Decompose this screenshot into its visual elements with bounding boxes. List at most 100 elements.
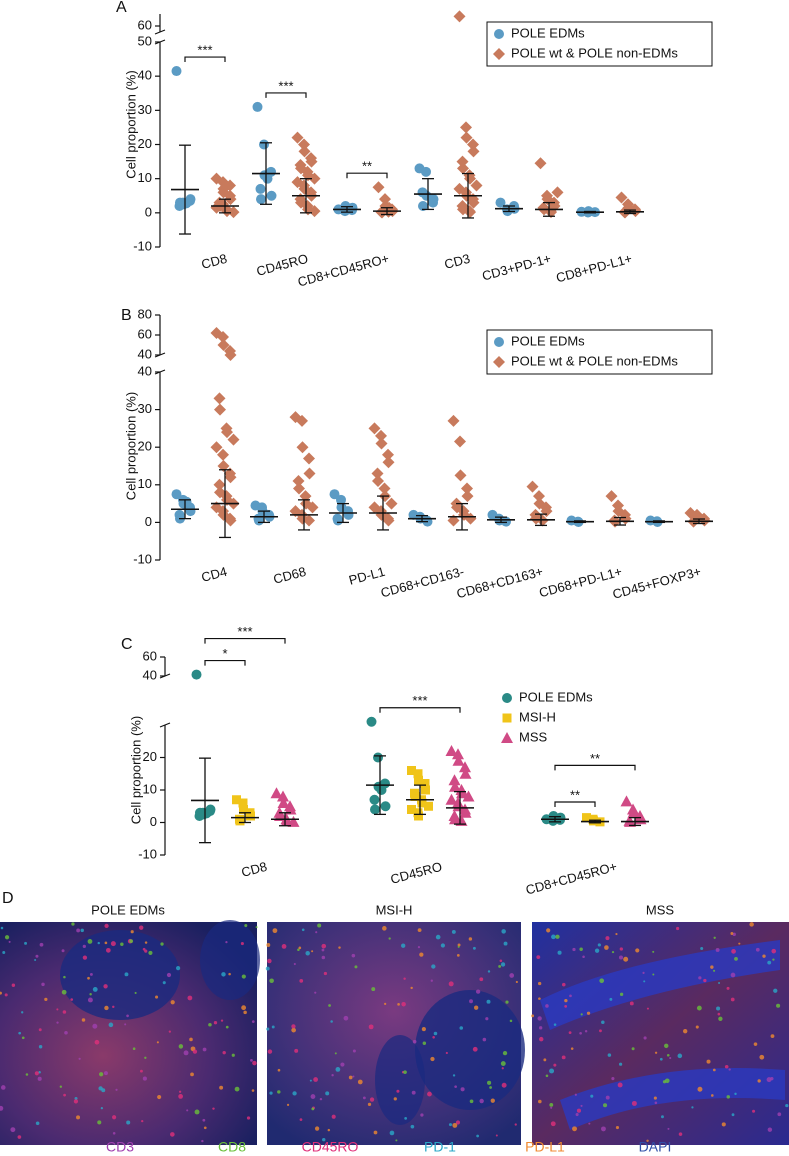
micrograph-gland: [375, 1035, 425, 1125]
point: [555, 812, 566, 823]
micrograph-cell: [321, 948, 325, 952]
micrograph-cell: [108, 1022, 114, 1028]
micrograph-cell: [619, 947, 623, 951]
micrograph-cell: [710, 965, 714, 969]
point: [227, 206, 240, 219]
micrograph-cell: [178, 1090, 182, 1093]
micrograph-cell: [579, 947, 583, 951]
x-tick-label: CD68: [272, 564, 308, 587]
point: [461, 482, 473, 495]
point: [380, 801, 391, 812]
point: [495, 197, 506, 208]
micrograph-cell: [255, 926, 258, 929]
x-tick-label: CD8+PD-L1+: [554, 251, 633, 286]
point: [494, 29, 504, 39]
micrograph-cell: [654, 1101, 658, 1105]
micrograph-cell: [62, 1010, 67, 1014]
micrograph-cell: [78, 1057, 81, 1060]
micrograph-cell: [667, 1127, 670, 1130]
micrograph-cell: [730, 932, 734, 935]
x-tick-label: CD68+CD163+: [455, 564, 545, 601]
micrograph-cell: [618, 955, 624, 960]
point: [259, 139, 269, 150]
micrograph-cell: [219, 1085, 224, 1090]
point: [298, 145, 311, 158]
micrograph-cell: [100, 1107, 104, 1110]
micrograph-cell: [297, 948, 300, 952]
significance-bracket: [554, 801, 596, 807]
point: [238, 798, 248, 808]
panel-label: C: [121, 636, 133, 653]
micrograph-cell: [661, 1115, 664, 1119]
point: [413, 769, 423, 779]
micrograph-cell: [294, 1048, 299, 1053]
point: [347, 202, 358, 213]
y-axis-label: Cell proportion (%): [123, 392, 138, 500]
significance-bracket: [346, 172, 388, 179]
micrograph-cell: [469, 1099, 474, 1104]
micrograph-cell: [352, 1075, 355, 1078]
micrograph-cell: [8, 940, 11, 943]
micrograph-cell: [767, 1127, 773, 1132]
micrograph-cell: [222, 1050, 226, 1055]
micrograph-cell: [10, 1127, 16, 1133]
point: [407, 805, 416, 814]
micrograph-cell: [373, 1130, 378, 1135]
micrograph-cell: [231, 1053, 235, 1057]
micrograph-cell: [435, 934, 441, 940]
x-tick-label: CD68+PD-L1+: [537, 564, 623, 601]
micrograph-cell: [240, 942, 244, 946]
micrograph-cell: [203, 1126, 207, 1130]
micrograph-cell: [252, 1060, 257, 1066]
micrograph-cell: [419, 952, 424, 957]
micrograph-cell: [351, 953, 356, 958]
micrograph-cell: [166, 972, 172, 978]
micrograph-cell: [514, 1123, 517, 1126]
micrograph-cell: [659, 1057, 663, 1061]
micrograph-cell: [38, 1028, 42, 1032]
micrograph-cell: [124, 1023, 127, 1026]
micrograph-cell: [220, 1019, 224, 1022]
micrograph-cell: [208, 1022, 212, 1027]
point: [417, 187, 428, 198]
micrograph-cell: [112, 1005, 115, 1009]
micrograph-cell: [35, 1121, 40, 1126]
micrograph-cell: [538, 1099, 542, 1104]
point: [217, 331, 229, 343]
micrograph-cell: [225, 1025, 229, 1029]
micrograph-cell: [584, 1030, 588, 1033]
x-tick-label: CD45RO: [389, 859, 444, 887]
micrograph-cell: [703, 978, 707, 983]
micrograph-cell: [652, 973, 655, 976]
micrograph-cell: [489, 1086, 492, 1089]
micrograph-cell: [314, 1126, 320, 1131]
channel-label: CD8: [218, 1139, 246, 1155]
micrograph-cell: [420, 1113, 424, 1117]
micrograph-cell: [601, 1020, 605, 1024]
point: [266, 190, 277, 201]
point: [372, 475, 384, 488]
point: [620, 795, 633, 807]
micrograph-cell: [70, 998, 74, 1001]
micrograph-cell: [97, 1120, 102, 1125]
significance-bracket: [204, 659, 246, 666]
point: [448, 774, 461, 786]
point: [534, 157, 547, 170]
micrograph-cell: [176, 966, 181, 971]
micrograph-cell: [388, 937, 391, 940]
micrograph-cell: [550, 1121, 556, 1127]
point: [217, 448, 229, 461]
micrograph-cell: [643, 1036, 647, 1040]
micrograph-cell: [662, 1080, 667, 1084]
point: [214, 403, 226, 416]
micrograph-cell: [104, 941, 108, 945]
point: [221, 426, 233, 439]
micrograph-cell: [561, 982, 566, 987]
micrograph-cell: [422, 1041, 427, 1045]
micrograph-cell: [183, 1050, 189, 1056]
micrograph-cell: [452, 1122, 458, 1128]
micrograph-cell: [2, 950, 6, 954]
micrograph-cell: [4, 993, 8, 997]
micrograph-cell: [691, 1106, 694, 1109]
micrograph-cell: [479, 977, 484, 982]
